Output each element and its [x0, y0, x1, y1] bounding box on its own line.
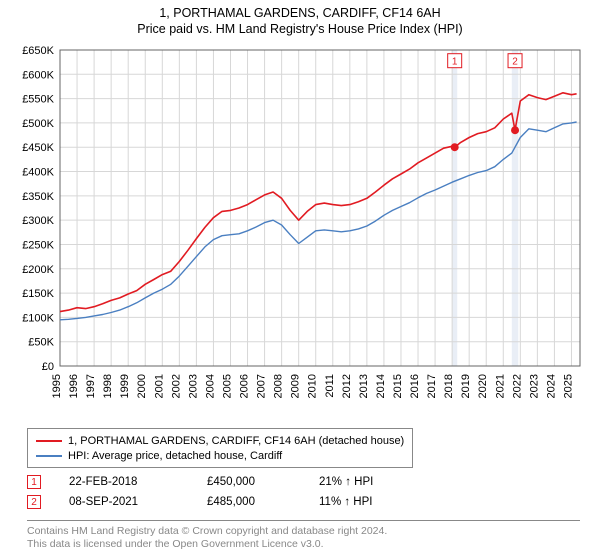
svg-text:£600K: £600K [22, 69, 54, 81]
svg-text:£150K: £150K [22, 288, 54, 300]
svg-text:2016: 2016 [409, 374, 421, 398]
svg-text:2023: 2023 [528, 374, 540, 398]
events-table: 1 22-FEB-2018 £450,000 21% ↑ HPI 2 08-SE… [27, 472, 573, 512]
svg-text:2009: 2009 [290, 374, 302, 398]
event-date: 22-FEB-2018 [69, 476, 207, 488]
legend-swatch [36, 440, 62, 442]
svg-text:£450K: £450K [22, 142, 54, 154]
svg-text:1995: 1995 [51, 374, 63, 398]
footer-line2: This data is licensed under the Open Gov… [27, 538, 580, 551]
svg-text:2021: 2021 [494, 374, 506, 398]
event-flag: 11% ↑ HPI [319, 496, 372, 508]
svg-text:2018: 2018 [443, 374, 455, 398]
svg-text:£200K: £200K [22, 264, 54, 276]
svg-text:2: 2 [512, 57, 518, 68]
svg-text:2022: 2022 [511, 374, 523, 398]
svg-text:1: 1 [452, 57, 458, 68]
legend-label: 1, PORTHAMAL GARDENS, CARDIFF, CF14 6AH … [68, 435, 404, 447]
event-flag: 21% ↑ HPI [319, 476, 373, 488]
svg-text:£550K: £550K [22, 94, 54, 106]
event-marker-num: 1 [31, 477, 37, 488]
svg-text:2019: 2019 [460, 374, 472, 398]
svg-text:2000: 2000 [136, 374, 148, 398]
chart-area: £0 £50K £100K £150K £200K £250K £300K £350K £400… [0, 44, 600, 414]
legend-item: 1, PORTHAMAL GARDENS, CARDIFF, CF14 6AH … [36, 433, 404, 448]
title-address: 1, PORTHAMAL GARDENS, CARDIFF, CF14 6AH [0, 6, 600, 20]
legend-item: HPI: Average price, detached house, Card… [36, 448, 404, 463]
svg-text:1999: 1999 [119, 374, 131, 398]
svg-text:2014: 2014 [375, 374, 387, 398]
chart-titles: 1, PORTHAMAL GARDENS, CARDIFF, CF14 6AH … [0, 0, 600, 36]
svg-text:£100K: £100K [22, 312, 54, 324]
svg-text:2001: 2001 [153, 374, 165, 398]
svg-text:2002: 2002 [170, 374, 182, 398]
svg-text:£250K: £250K [22, 239, 54, 251]
svg-text:2015: 2015 [392, 374, 404, 398]
event-price: £450,000 [207, 476, 319, 488]
svg-text:2010: 2010 [307, 374, 319, 398]
footer: Contains HM Land Registry data © Crown c… [27, 520, 580, 551]
event-row: 2 08-SEP-2021 £485,000 11% ↑ HPI [27, 492, 573, 512]
svg-text:2003: 2003 [187, 374, 199, 398]
svg-text:2024: 2024 [545, 374, 557, 398]
svg-text:1998: 1998 [102, 374, 114, 398]
svg-text:2011: 2011 [324, 374, 336, 398]
legend-swatch [36, 455, 62, 457]
svg-text:1996: 1996 [68, 374, 80, 398]
svg-text:£50K: £50K [28, 337, 54, 349]
event-date: 08-SEP-2021 [69, 496, 207, 508]
svg-text:2012: 2012 [341, 374, 353, 398]
svg-text:2008: 2008 [273, 374, 285, 398]
legend: 1, PORTHAMAL GARDENS, CARDIFF, CF14 6AH … [27, 428, 413, 468]
svg-text:2017: 2017 [426, 374, 438, 398]
event-marker-num: 2 [31, 497, 37, 508]
event-row: 1 22-FEB-2018 £450,000 21% ↑ HPI [27, 472, 573, 492]
svg-text:£350K: £350K [22, 191, 54, 203]
footer-line1: Contains HM Land Registry data © Crown c… [27, 525, 580, 538]
svg-text:£500K: £500K [22, 118, 54, 130]
event-price: £485,000 [207, 496, 319, 508]
title-subtitle: Price paid vs. HM Land Registry's House … [0, 22, 600, 36]
svg-text:1997: 1997 [85, 374, 97, 398]
svg-text:2025: 2025 [562, 374, 574, 398]
svg-text:2004: 2004 [204, 374, 216, 398]
legend-label: HPI: Average price, detached house, Card… [68, 450, 282, 462]
svg-text:2006: 2006 [239, 374, 251, 398]
svg-text:£400K: £400K [22, 167, 54, 179]
svg-text:2007: 2007 [256, 374, 268, 398]
svg-text:2005: 2005 [221, 374, 233, 398]
event-marker: 1 [27, 475, 41, 489]
svg-text:2020: 2020 [477, 374, 489, 398]
svg-text:2013: 2013 [358, 374, 370, 398]
event-marker: 2 [27, 495, 41, 509]
svg-text:£0: £0 [42, 361, 54, 373]
svg-text:£650K: £650K [22, 45, 54, 57]
chart-svg: £0 £50K £100K £150K £200K £250K £300K £350K £400… [0, 44, 600, 414]
svg-text:£300K: £300K [22, 215, 54, 227]
